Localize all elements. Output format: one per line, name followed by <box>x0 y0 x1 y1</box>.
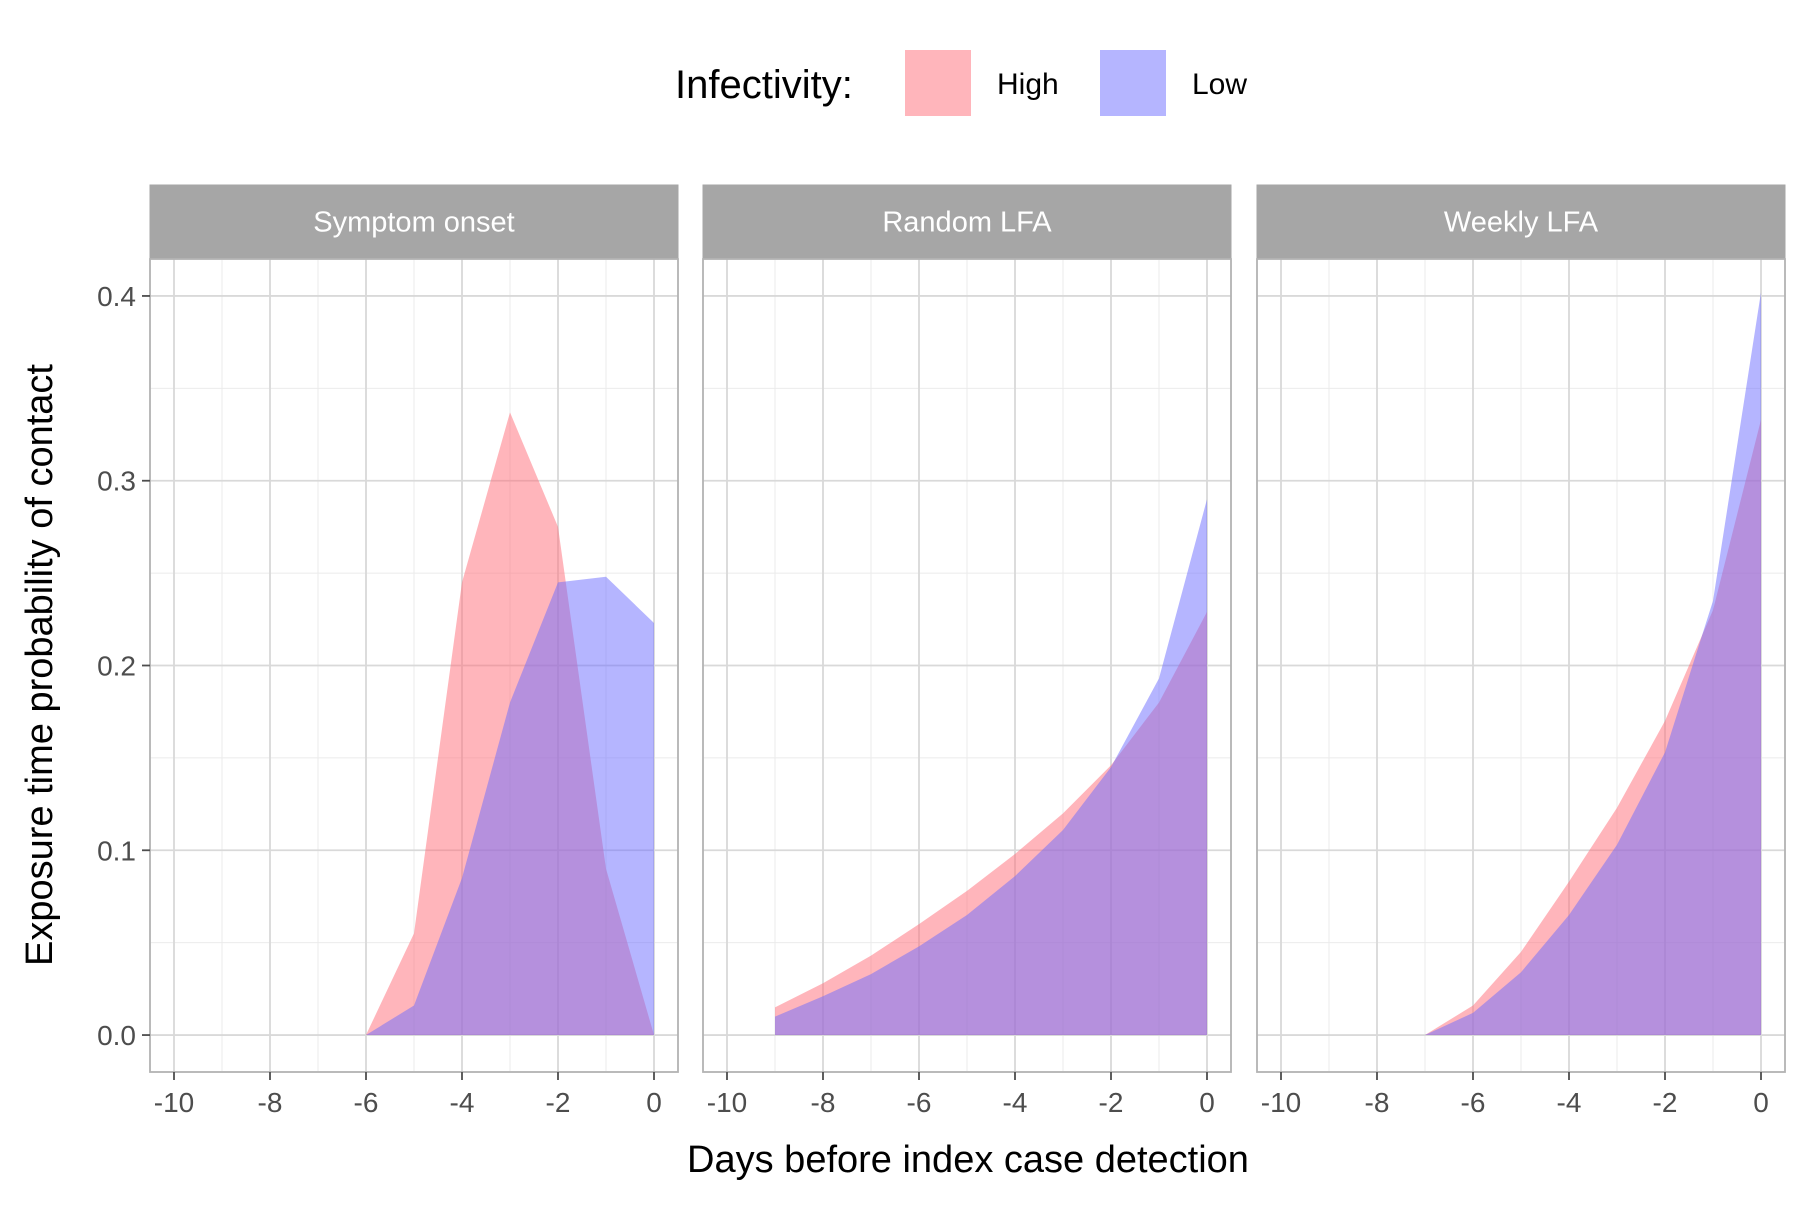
x-tick-label: -6 <box>907 1087 932 1118</box>
panel-strip <box>1256 184 1786 259</box>
x-tick-label: -4 <box>1557 1087 1582 1118</box>
panel-strip <box>702 184 1232 259</box>
legend-label-high: High <box>997 68 1059 101</box>
x-tick-label: 0 <box>1753 1087 1769 1118</box>
legend-label-low: Low <box>1192 68 1247 101</box>
x-tick-label: -10 <box>1261 1087 1301 1118</box>
x-tick-label: -10 <box>154 1087 194 1118</box>
x-tick-label: -4 <box>1003 1087 1028 1118</box>
panel-title: Symptom onset <box>313 207 514 239</box>
x-tick-label: -8 <box>811 1087 836 1118</box>
x-tick-label: 0 <box>1199 1087 1215 1118</box>
x-tick-label: -8 <box>1365 1087 1390 1118</box>
y-tick-label: 0.2 <box>97 651 136 682</box>
x-tick-label: -6 <box>1461 1087 1486 1118</box>
panel-border <box>702 258 1232 1073</box>
legend: Infectivity: High Low <box>675 50 1247 116</box>
y-tick-label: 0.0 <box>97 1020 136 1051</box>
panel-border <box>1256 258 1786 1073</box>
panel-2: Random LFA -10 -8 -6 -4 -2 0 <box>702 184 1232 1118</box>
x-tick-label: -2 <box>546 1087 571 1118</box>
panel-title: Random LFA <box>882 207 1052 239</box>
y-axis-title: Exposure time probability of contact <box>19 364 61 966</box>
x-axis-title: Days before index case detection <box>687 1139 1249 1181</box>
y-tick-label: 0.1 <box>97 835 136 866</box>
area-low <box>366 576 654 1036</box>
panel-strip <box>149 184 679 259</box>
area-low <box>1425 292 1761 1036</box>
panel-3: Weekly LFA -10 -8 -6 -4 -2 0 <box>1256 184 1786 1118</box>
x-tick-label: -2 <box>1099 1087 1124 1118</box>
x-tick-label: 0 <box>646 1087 662 1118</box>
y-tick-label: 0.4 <box>97 281 136 312</box>
facet-panels: Symptom onset -10 -8 -6 -4 -2 0 0.0 0.1 0.2 0.3 0.4… <box>97 184 1786 1118</box>
legend-swatch-high <box>905 50 971 116</box>
legend-title: Infectivity: <box>675 63 853 107</box>
x-tick-label: -6 <box>354 1087 379 1118</box>
area-low <box>775 499 1207 1036</box>
x-tick-label: -8 <box>258 1087 283 1118</box>
panel-title: Weekly LFA <box>1444 207 1599 239</box>
legend-swatch-low <box>1100 50 1166 116</box>
x-tick-label: -2 <box>1653 1087 1678 1118</box>
y-tick-label: 0.3 <box>97 466 136 497</box>
panel-1: Symptom onset -10 -8 -6 -4 -2 0 0.0 0.1 0.2 0.3 0.4 <box>97 184 679 1118</box>
x-tick-label: -10 <box>707 1087 747 1118</box>
x-tick-label: -4 <box>450 1087 475 1118</box>
